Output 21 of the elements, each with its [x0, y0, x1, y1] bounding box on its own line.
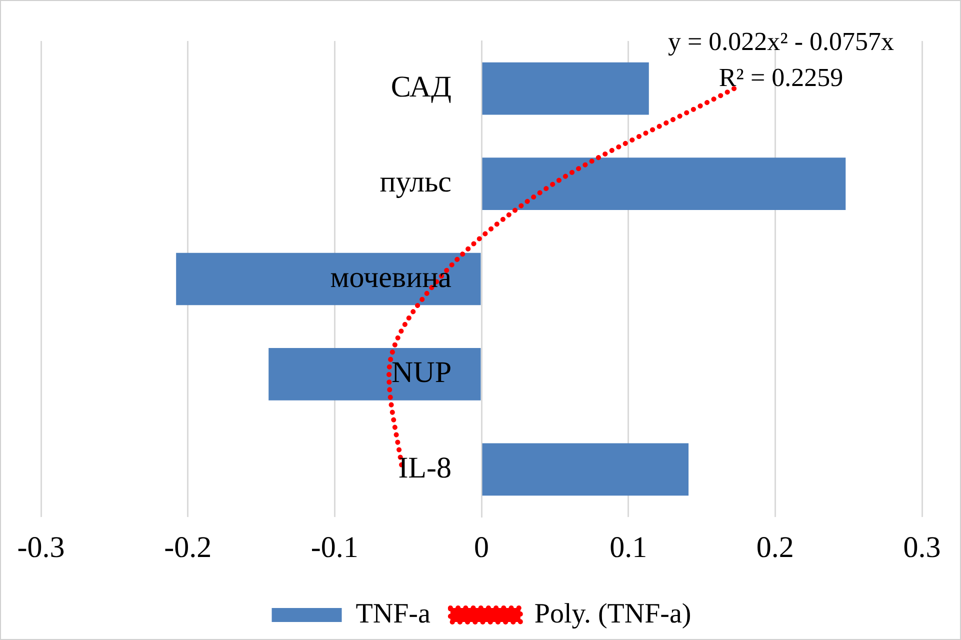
x-tick-label: -0.3 — [17, 530, 65, 564]
x-tick-label: -0.2 — [164, 530, 212, 564]
bar — [482, 158, 846, 210]
x-tick-label: 0.2 — [756, 530, 794, 564]
y-tick-label: IL-8 — [398, 451, 452, 484]
bar — [482, 62, 649, 115]
legend-label: Poly. (TNF-a) — [534, 598, 692, 630]
bar — [482, 443, 689, 496]
y-tick-label: САД — [390, 70, 452, 104]
y-tick-label: мочевина — [330, 260, 452, 294]
y-tick-label: пульс — [380, 166, 452, 199]
y-tick-label: NUP — [391, 356, 452, 390]
bar — [176, 252, 481, 306]
annotation: y = 0.022x² - 0.0757x — [668, 26, 894, 56]
annotation: R² = 0.2259 — [718, 62, 844, 92]
x-tick-label: 0.3 — [903, 530, 941, 564]
x-tick-label: 0 — [474, 530, 489, 564]
x-tick-label: 0.1 — [610, 530, 648, 564]
bar — [268, 348, 481, 400]
legend-label: TNF-a — [356, 598, 431, 630]
x-tick-label: -0.1 — [310, 530, 358, 564]
